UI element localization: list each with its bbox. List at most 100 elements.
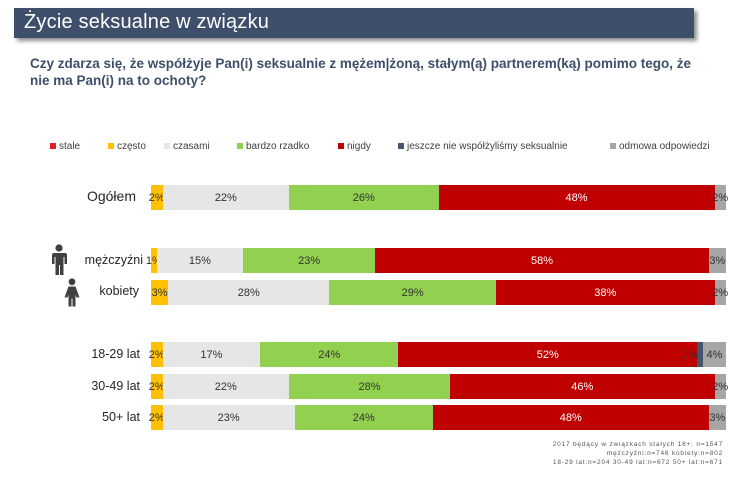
data-label: 2% bbox=[712, 191, 729, 204]
data-label: 29% bbox=[401, 286, 424, 299]
bar-segment: 23% bbox=[162, 405, 295, 430]
bar-segment: 24% bbox=[260, 342, 399, 367]
bar-segment: 17% bbox=[162, 342, 261, 367]
data-label: 17% bbox=[200, 348, 223, 361]
legend-swatch bbox=[237, 143, 243, 149]
bar-segment: 38% bbox=[496, 280, 715, 305]
data-label: 15% bbox=[188, 254, 211, 267]
legend-label: często bbox=[117, 140, 146, 152]
data-label: 2% bbox=[148, 191, 165, 204]
data-label: 48% bbox=[559, 411, 582, 424]
bar-row: 2% 22% 28% 46% 2% bbox=[148, 374, 729, 399]
legend-item: stale bbox=[50, 139, 80, 153]
legend-swatch bbox=[50, 143, 56, 149]
title-banner: Życie seksualne w związku bbox=[14, 8, 694, 38]
data-label: 2% bbox=[148, 348, 165, 361]
legend-swatch bbox=[398, 143, 404, 149]
sample-footnote: 2017 będący w związkach stałych 18+: n=1… bbox=[553, 440, 723, 467]
bar-segment: 15% bbox=[156, 248, 243, 273]
bar-segment: 58% bbox=[375, 248, 709, 273]
bar-segment: 2% bbox=[148, 185, 165, 210]
row-label: 50+ lat bbox=[102, 410, 140, 424]
bar-segment: 3% bbox=[708, 405, 726, 430]
data-label: 3% bbox=[709, 411, 726, 424]
footnote-line-2: mężczyźni:n=746 kobiety:n=802 bbox=[606, 450, 723, 457]
bar-segment: 1% bbox=[682, 342, 703, 367]
legend-label: bardzo rzadko bbox=[246, 140, 310, 152]
data-label: 58% bbox=[530, 254, 554, 267]
data-label: 3% bbox=[151, 286, 168, 299]
bar-segment: 3% bbox=[708, 248, 726, 273]
data-label: 3% bbox=[709, 254, 726, 267]
data-label: 26% bbox=[352, 191, 375, 204]
data-label: 22% bbox=[214, 191, 237, 204]
bar-segment: 28% bbox=[289, 374, 450, 399]
bar-segment: 2% bbox=[712, 185, 729, 210]
data-label: 2% bbox=[712, 380, 729, 393]
data-label: 48% bbox=[565, 191, 588, 204]
data-label: 2% bbox=[148, 411, 165, 424]
bar-segment: 22% bbox=[162, 185, 289, 210]
legend-item: odmowa odpowiedzi bbox=[610, 139, 710, 153]
bar-row: 1% 15% 23% 58% 3% bbox=[146, 248, 726, 273]
bar-row: 2% 22% 26% 48% 2% bbox=[148, 185, 729, 210]
legend-label: stale bbox=[59, 140, 81, 152]
bar-segment: 23% bbox=[243, 248, 376, 273]
row-label: Ogółem bbox=[86, 188, 136, 204]
survey-question: Czy zdarza się, że współżyje Pan(i) seks… bbox=[30, 56, 691, 88]
bar-segment: 2% bbox=[148, 405, 165, 430]
bar-row: 3% 28% 29% 38% 2% bbox=[151, 280, 729, 305]
female-icon bbox=[64, 278, 80, 307]
bar-segment: 2% bbox=[148, 342, 165, 367]
legend-swatch bbox=[108, 143, 114, 149]
data-label: 4% bbox=[706, 348, 723, 361]
bar-segment: 46% bbox=[450, 374, 715, 399]
row-label: kobiety bbox=[99, 284, 139, 298]
legend-item: jeszcze nie współżyliśmy seksualnie bbox=[398, 139, 568, 153]
data-label: 22% bbox=[214, 380, 237, 393]
legend-swatch bbox=[338, 143, 344, 149]
data-label: 2% bbox=[148, 380, 165, 393]
bar-segment: 3% bbox=[151, 280, 169, 305]
bar-segment: 48% bbox=[432, 405, 709, 430]
data-label: 46% bbox=[571, 380, 594, 393]
page-title: Życie seksualne w związku bbox=[24, 11, 270, 33]
legend-item: bardzo rzadko bbox=[237, 139, 309, 153]
data-label: 24% bbox=[318, 348, 341, 361]
row-label: 30-49 lat bbox=[91, 379, 140, 393]
bar-segment: 52% bbox=[398, 342, 698, 367]
bar-row: 2% 17% 24% 52% 1% 4% bbox=[148, 342, 726, 367]
bar-segment: 22% bbox=[162, 374, 289, 399]
bar-segment: 29% bbox=[329, 280, 496, 305]
bar-segment: 2% bbox=[148, 374, 165, 399]
data-label: 52% bbox=[536, 348, 559, 361]
legend-swatch bbox=[610, 143, 616, 149]
legend-item: nigdy bbox=[338, 139, 371, 153]
data-label: 38% bbox=[594, 286, 617, 299]
legend-label: odmowa odpowiedzi bbox=[619, 140, 710, 152]
legend-label: nigdy bbox=[347, 140, 371, 152]
footnote-line-3: 18-29 lat:n=204 30-49 lat:n=672 50+ lat:… bbox=[552, 459, 723, 466]
bar-segment: 2% bbox=[712, 374, 729, 399]
bar-segment: 26% bbox=[289, 185, 439, 210]
data-label: 24% bbox=[352, 411, 375, 424]
bar-segment: 28% bbox=[168, 280, 330, 305]
data-label: 23% bbox=[217, 411, 240, 424]
male-icon bbox=[52, 244, 67, 275]
bar-segment: 2% bbox=[712, 280, 729, 305]
bar-segment: 48% bbox=[438, 185, 715, 210]
row-label: mężczyźni bbox=[84, 253, 143, 267]
data-label: 2% bbox=[712, 286, 729, 299]
legend-swatch bbox=[164, 143, 170, 149]
data-label: 28% bbox=[358, 380, 381, 393]
legend-label: jeszcze nie współżyliśmy seksualnie bbox=[407, 140, 568, 152]
legend-item: często bbox=[108, 139, 146, 153]
bar-segment: 4% bbox=[703, 342, 726, 367]
legend-label: czasami bbox=[173, 140, 210, 152]
legend-item: czasami bbox=[164, 139, 210, 153]
bar-row: 2% 23% 24% 48% 3% bbox=[148, 405, 726, 430]
data-label: 28% bbox=[237, 286, 260, 299]
bar-segment: 24% bbox=[294, 405, 433, 430]
footnote-line-1: 2017 będący w związkach stałych 18+: n=1… bbox=[552, 441, 723, 448]
data-label: 23% bbox=[298, 254, 321, 267]
